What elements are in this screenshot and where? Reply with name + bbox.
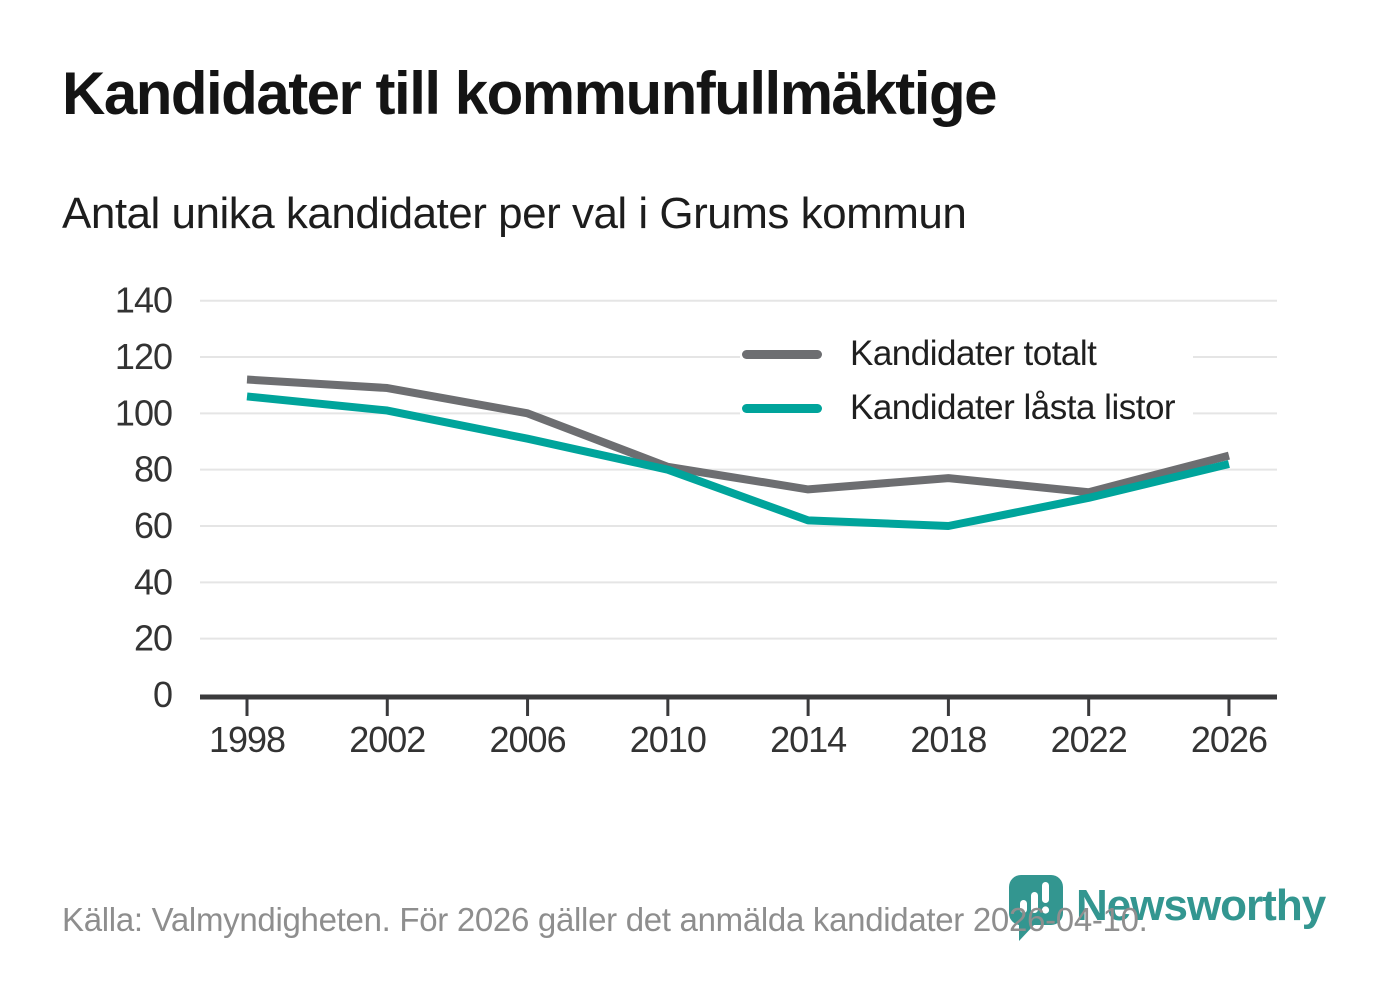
legend-swatch-lasta-listor — [742, 403, 822, 413]
legend-label-lasta-listor: Kandidater låsta listor — [850, 388, 1176, 428]
series-line-totalt — [246, 375, 1230, 497]
x-axis-label: 2026 — [1191, 719, 1267, 760]
y-axis-label: 60 — [134, 505, 172, 546]
y-axis-label: 80 — [134, 449, 172, 490]
y-axis-label: 20 — [134, 618, 172, 659]
legend-swatch-totalt — [742, 349, 822, 359]
y-axis-label: 40 — [134, 561, 172, 602]
newsworthy-logo: Newsworthy — [1008, 874, 1326, 942]
y-axis-label: 0 — [153, 674, 172, 715]
y-axis-label: 140 — [115, 280, 172, 321]
newsworthy-logo-icon — [1009, 875, 1063, 941]
x-axis-label: 2022 — [1051, 719, 1127, 760]
x-axis-label: 1998 — [209, 719, 285, 760]
y-axis-label: 120 — [115, 336, 172, 377]
x-axis-label: 2006 — [490, 719, 566, 760]
chart-subtitle: Antal unika kandidater per val i Grums k… — [62, 189, 967, 238]
legend: Kandidater totalt Kandidater låsta listo… — [740, 331, 1194, 440]
chart-title: Kandidater till kommunfullmäktige — [62, 60, 997, 127]
x-axis-label: 2010 — [630, 719, 706, 760]
legend-label-totalt: Kandidater totalt — [850, 334, 1097, 373]
legend-item-kandidater-totalt: Kandidater totalt — [740, 331, 1194, 378]
x-axis-label: 2014 — [770, 719, 846, 760]
series-line-lasta-listor — [246, 392, 1230, 531]
newsworthy-logo-text: Newsworthy — [1076, 881, 1326, 930]
legend-item-kandidater-lasta-listor: Kandidater låsta listor — [740, 385, 1194, 432]
x-axis-label: 2018 — [910, 719, 986, 760]
y-axis-label: 100 — [115, 392, 172, 433]
x-axis-label: 2002 — [349, 719, 425, 760]
source-note: Källa: Valmyndigheten. För 2026 gäller d… — [62, 901, 1148, 938]
